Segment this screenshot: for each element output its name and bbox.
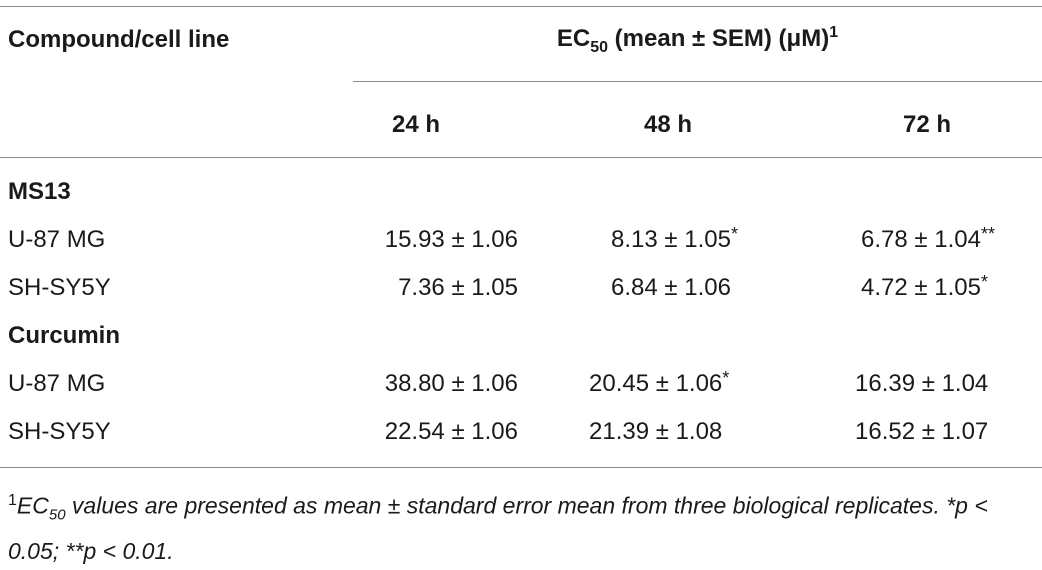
cell-24h: 38.80 ± 1.06 [384,370,518,397]
group-heading-ms13: MS13 [8,178,71,205]
table-bottom-rule [0,467,1042,468]
table-top-rule [0,6,1042,7]
header-ec50: EC50 (mean ± SEM) (μM)1 [353,24,1042,57]
cell-72h: 16.39 ± 1.04 [855,370,989,397]
row-label: U-87 MG [8,226,106,253]
footnote-text: values are presented as mean ± standard … [8,492,988,565]
cell-24h: 7.36 ± 1.05 [398,274,518,301]
footnote-ec-sub: 50 [48,506,66,524]
row-label: SH-SY5Y [8,418,111,445]
cell-48h: 20.45 ± 1.06* [589,368,730,397]
row-label: SH-SY5Y [8,274,111,301]
table-row: U-87 MG 15.93 ± 1.06 8.13 ± 1.05* 6.78 ±… [0,224,1042,266]
table-row: SH-SY5Y 7.36 ± 1.05 6.84 ± 1.06 4.72 ± 1… [0,272,1042,314]
header-ec50-pre: EC [556,25,591,52]
table-row: U-87 MG 38.80 ± 1.06 20.45 ± 1.06* 16.39… [0,368,1042,410]
header-ec50-sub: 50 [590,38,609,56]
header-ec50-post: (mean ± SEM) (μM) [608,25,830,52]
cell-72h: 6.78 ± 1.04** [861,224,995,253]
header-compound-cell-line: Compound/cell line [8,26,230,53]
footnote-ec: EC [16,492,49,519]
table-footnote: 1EC50 values are presented as mean ± sta… [8,482,1038,570]
table-row: SH-SY5Y 22.54 ± 1.06 21.39 ± 1.08 16.52 … [0,418,1042,458]
row-label: U-87 MG [8,370,106,397]
column-header-48h: 48 h [644,111,693,138]
cell-48h: 21.39 ± 1.08 [589,418,723,445]
group-heading-curcumin: Curcumin [8,322,121,349]
header-sub-rule [353,81,1042,82]
header-ec50-sup: 1 [829,24,839,41]
cell-72h: 16.52 ± 1.07 [855,418,989,445]
column-header-72h: 72 h [903,111,952,138]
header-bottom-rule [0,157,1042,158]
cell-24h: 22.54 ± 1.06 [384,418,518,445]
column-header-24h: 24 h [392,111,441,138]
cell-48h: 8.13 ± 1.05* [611,224,738,253]
cell-24h: 15.93 ± 1.06 [384,226,518,253]
footnote-mark: 1 [8,492,17,509]
cell-48h: 6.84 ± 1.06 [611,274,731,301]
cell-72h: 4.72 ± 1.05* [861,272,988,301]
